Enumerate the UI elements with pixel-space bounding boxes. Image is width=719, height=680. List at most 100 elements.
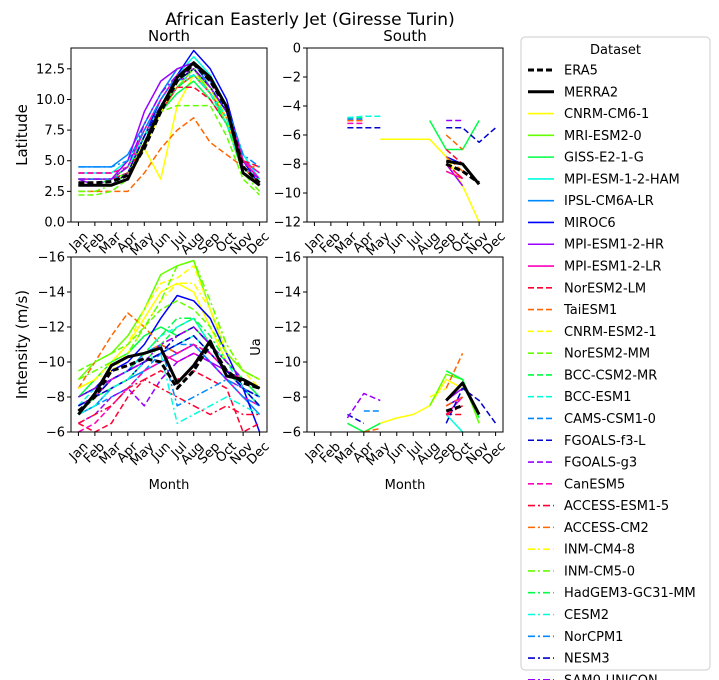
y-tick-label: 0 bbox=[293, 42, 301, 57]
legend-item: MIROC6 bbox=[528, 216, 616, 231]
legend-item: TaiESM1 bbox=[528, 303, 617, 318]
axes-frame bbox=[306, 47, 504, 223]
legend-label: ACCESS-ESM1-5 bbox=[564, 499, 669, 514]
series-line-CanESM5 bbox=[78, 343, 260, 432]
series-line-FGOALS-f3-L bbox=[347, 127, 497, 144]
series-line-ERA5 bbox=[445, 404, 464, 413]
legend-label: NorESM2-MM bbox=[564, 347, 650, 362]
y-tick-label: −8 bbox=[46, 391, 65, 406]
legend-title: Dataset bbox=[590, 43, 641, 58]
legend-item: CAMS-CSM1-0 bbox=[528, 412, 656, 427]
series-line-TaiESM1 bbox=[347, 119, 464, 151]
legend-label: MPI-ESM1-2-HR bbox=[564, 238, 664, 253]
legend-item: BCC-ESM1 bbox=[528, 390, 632, 405]
legend-item: MPI-ESM1-2-LR bbox=[528, 260, 661, 275]
legend-label: NorESM2-LM bbox=[564, 281, 646, 296]
y-tick-label: −14 bbox=[274, 286, 301, 301]
legend-label: NorCPM1 bbox=[564, 630, 623, 645]
series-line-MIROC6 bbox=[78, 49, 261, 186]
legend-item: ACCESS-CM2 bbox=[528, 521, 649, 536]
y-tick-label: −12 bbox=[38, 321, 65, 336]
series-line-CESM2 bbox=[78, 352, 260, 425]
legend-item: MPI-ESM1-2-HR bbox=[528, 238, 664, 253]
y-axis-label: Ua bbox=[249, 338, 264, 355]
y-tick-label: −8 bbox=[282, 391, 301, 406]
legend-item: MRI-ESM2-0 bbox=[528, 129, 642, 144]
legend-item: CNRM-CM6-1 bbox=[528, 107, 649, 122]
legend-item: FGOALS-f3-L bbox=[528, 434, 646, 449]
series-line-TaiESM1 bbox=[363, 352, 464, 432]
legend-label: GISS-E2-1-G bbox=[564, 151, 644, 166]
axes-frame bbox=[70, 256, 268, 433]
suptitle: African Easterly Jet (Giresse Turin) bbox=[165, 10, 454, 30]
series-line-FGOALS-g3 bbox=[78, 352, 260, 424]
legend-label: IPSL-CM6A-LR bbox=[564, 194, 654, 209]
legend-label: MIROC6 bbox=[564, 216, 616, 231]
series-line-NorESM2-MM bbox=[78, 104, 261, 196]
legend-label: CanESM5 bbox=[564, 477, 625, 492]
legend-label: INM-CM5-0 bbox=[564, 564, 635, 579]
y-tick-label: −10 bbox=[274, 356, 301, 371]
series-line-ACCESS-ESM1-5 bbox=[78, 378, 260, 424]
y-tick-label: −6 bbox=[282, 129, 301, 144]
x-axis-label: Month bbox=[385, 478, 426, 493]
y-tick-label: −12 bbox=[274, 216, 301, 231]
legend-item: MERRA2 bbox=[528, 85, 618, 100]
legend-item: CanESM5 bbox=[528, 477, 625, 492]
legend-label: FGOALS-f3-L bbox=[564, 434, 646, 449]
legend-item: BCC-CSM2-MR bbox=[528, 368, 657, 383]
legend-item: HadGEM3-GC31-MM bbox=[528, 586, 696, 601]
series-line-ERA5 bbox=[77, 343, 261, 413]
series-line-NorESM2-LM bbox=[347, 119, 464, 165]
series-line-MERRA2 bbox=[78, 61, 261, 187]
series-line-MERRA2 bbox=[445, 159, 481, 186]
series-line-CAMS-CSM1-0 bbox=[78, 343, 260, 416]
legend-item: ACCESS-ESM1-5 bbox=[528, 499, 669, 514]
axes-frame bbox=[70, 47, 268, 223]
legend-label: MPI-ESM1-2-LR bbox=[564, 260, 661, 275]
legend-label: CNRM-ESM2-1 bbox=[564, 325, 657, 340]
legend-label: SAM0-UNICON bbox=[564, 673, 658, 680]
y-tick-label: −12 bbox=[274, 321, 301, 336]
series-line-MPI-ESM1-2-LR bbox=[445, 170, 463, 180]
legend-item: GISS-E2-1-G bbox=[528, 151, 644, 166]
legend-label: HadGEM3-GC31-MM bbox=[564, 586, 696, 601]
y-tick-label: 0.0 bbox=[44, 216, 65, 231]
legend-label: TaiESM1 bbox=[563, 303, 617, 318]
y-tick-label: −2 bbox=[282, 71, 301, 86]
legend-label: CESM2 bbox=[564, 608, 609, 623]
y-tick-label: 2.5 bbox=[44, 185, 65, 200]
y-tick-label: 12.5 bbox=[36, 62, 65, 77]
y-tick-label: −10 bbox=[38, 356, 65, 371]
series-line-CNRM-CM6-1 bbox=[380, 378, 463, 425]
panel-title: North bbox=[148, 27, 190, 45]
legend-label: MERRA2 bbox=[564, 85, 618, 100]
series-line-CNRM-CM6-1 bbox=[380, 138, 480, 222]
series-line-FGOALS-f3-L bbox=[347, 387, 497, 424]
legend-item: ERA5 bbox=[528, 64, 598, 79]
y-tick-label: 5.0 bbox=[44, 154, 65, 169]
legend-label: INM-CM4-8 bbox=[564, 543, 635, 558]
legend-label: NESM3 bbox=[564, 652, 610, 667]
series-group bbox=[347, 116, 497, 222]
series-line-IPSL-CM6A-LR bbox=[78, 61, 261, 174]
legend-frame bbox=[520, 36, 711, 671]
series-line-NorCPM1 bbox=[78, 61, 261, 168]
y-tick-label: −6 bbox=[46, 426, 65, 441]
legend-item: FGOALS-g3 bbox=[528, 456, 637, 471]
legend-item: CESM2 bbox=[528, 608, 609, 623]
series-line-MPI-ESM-1-2-HAM bbox=[445, 413, 464, 432]
y-tick-label: 7.5 bbox=[44, 124, 65, 139]
y-tick-label: −4 bbox=[282, 100, 301, 115]
y-tick-label: 10.0 bbox=[36, 93, 65, 108]
y-axis-label: Intensity (m/s) bbox=[13, 290, 31, 399]
y-tick-label: −16 bbox=[38, 251, 65, 266]
panel-south-latitude: 0−2−4−6−8−10−12JanFebMarAprMayJunJulAugS… bbox=[274, 27, 509, 259]
legend-item: SAM0-UNICON bbox=[528, 673, 658, 680]
series-line-SAM0-UNICON bbox=[78, 326, 260, 398]
panel-title: South bbox=[383, 27, 427, 45]
panel-south-intensity: −6−8−10−12−14−16JanFebMarAprMayJunJulAug… bbox=[249, 251, 509, 494]
series-line-INM-CM4-8 bbox=[429, 387, 447, 398]
legend-label: CNRM-CM6-1 bbox=[564, 107, 649, 122]
